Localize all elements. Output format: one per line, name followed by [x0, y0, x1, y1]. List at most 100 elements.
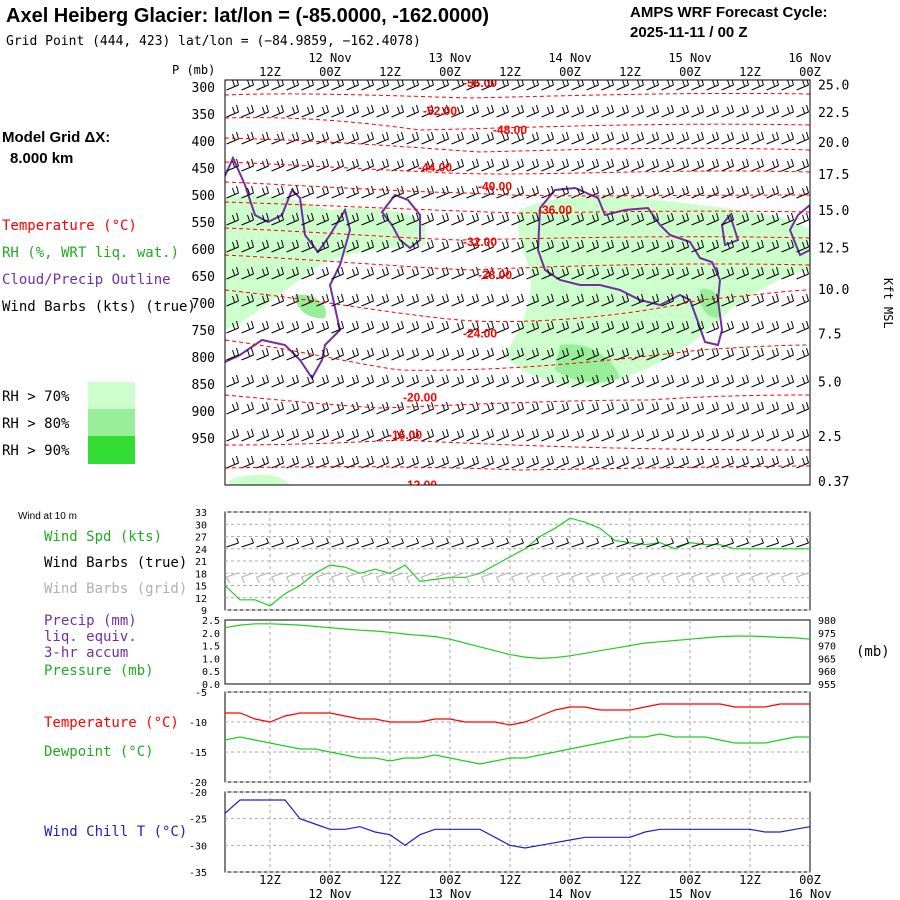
- wind-barb: [256, 239, 269, 253]
- temperature-contour-label: -28.00: [478, 268, 512, 282]
- bottom-time-tick-label: 00Z: [679, 873, 701, 887]
- wind-barb: [451, 104, 464, 118]
- surface-wind-barb: [256, 542, 269, 548]
- wind-barb: [436, 401, 449, 415]
- wind-barb: [616, 455, 629, 469]
- grid-wind-barb-feather: [256, 576, 260, 584]
- wind-barb: [646, 239, 659, 253]
- grid-wind-barb: [226, 572, 239, 578]
- wind-barb: [751, 293, 764, 307]
- wind-barb: [736, 131, 749, 145]
- temperature-contour: [225, 465, 810, 471]
- wind-barb: [301, 239, 314, 253]
- grid-wind-barb: [706, 572, 719, 578]
- pressure-tick-label: 980: [818, 616, 836, 627]
- precip-label: Precip (mm): [44, 613, 137, 629]
- wind-barb: [511, 212, 524, 226]
- wind-barb: [586, 158, 599, 172]
- wind-barb: [586, 212, 599, 226]
- wind-barb: [316, 374, 329, 388]
- grid-wind-barb: [496, 572, 509, 578]
- wind-barb: [376, 428, 389, 442]
- height-tick-label: 20.0: [818, 136, 849, 151]
- surface-wind-barb: [706, 542, 719, 548]
- wind-barb: [466, 239, 479, 253]
- top-time-tick-label: 12Z: [739, 65, 761, 79]
- wind-barb: [496, 293, 509, 307]
- sounding-panel: -56.00 -52.00 -48.00 -44.00 -40.00 -36.00 -32.…: [172, 51, 895, 491]
- wind-barb: [571, 455, 584, 469]
- grid-wind-barb-feather: [571, 576, 575, 584]
- temperature-contour: [225, 289, 810, 323]
- wind-barb: [331, 185, 344, 199]
- wind-barb: [766, 455, 779, 469]
- wind-barb: [436, 293, 449, 307]
- wind-barb: [556, 104, 569, 118]
- wind-barb: [301, 401, 314, 415]
- wind-barb: [376, 293, 389, 307]
- surface-wind-barb-feather: [746, 537, 749, 544]
- wind-barb: [631, 212, 644, 226]
- wind-barb: [511, 455, 524, 469]
- wind-barb: [631, 320, 644, 334]
- wind-barb: [496, 428, 509, 442]
- wind-barb: [661, 455, 674, 469]
- surface-wind-barb: [661, 542, 674, 548]
- wind-barb: [481, 428, 494, 442]
- surface-wind-barb-feather: [311, 537, 314, 544]
- wind-barb: [511, 401, 524, 415]
- wind-barb: [526, 158, 539, 172]
- wind-barb: [601, 239, 614, 253]
- wind-barb: [736, 158, 749, 172]
- height-tick-label: 17.5: [818, 168, 849, 183]
- wind-barb: [736, 185, 749, 199]
- wind-speed-line: [224, 517, 810, 607]
- wind-barb: [241, 212, 254, 226]
- wind-barb: [481, 104, 494, 118]
- temperature-contour-label: -52.00: [423, 104, 457, 118]
- forecast-cycle-label: AMPS WRF Forecast Cycle:: [630, 4, 828, 21]
- wind-barb: [271, 347, 284, 361]
- wind-barb: [691, 347, 704, 361]
- wind-barb: [406, 293, 419, 307]
- surface-wind-barb-feather: [446, 537, 449, 544]
- wind-barb: [346, 401, 359, 415]
- top-time-tick-label: 12Z: [499, 65, 521, 79]
- surface-wind-barb: [391, 542, 404, 548]
- wind-barb: [376, 320, 389, 334]
- wind-barb: [661, 374, 674, 388]
- surface-wind-barb-feather: [296, 537, 299, 544]
- cloud-outline: [720, 212, 740, 247]
- wind-barb: [376, 80, 389, 91]
- wind-barb: [451, 374, 464, 388]
- height-tick-label: 25.0: [818, 79, 849, 94]
- wind-barb: [721, 239, 734, 253]
- wind-barb: [631, 239, 644, 253]
- surface-wind-barb: [646, 542, 659, 548]
- wind-barb: [526, 374, 539, 388]
- wind-barb: [601, 266, 614, 280]
- wind-barb: [736, 374, 749, 388]
- wind-barb: [391, 266, 404, 280]
- wind-barb: [511, 131, 524, 145]
- grid-wind-barb-feather: [691, 576, 695, 584]
- wind-barb: [706, 401, 719, 415]
- wind-barb: [241, 293, 254, 307]
- grid-wind-barb-feather: [541, 576, 545, 584]
- wind-barb: [631, 455, 644, 469]
- pressure-tick-label: 300: [192, 81, 215, 96]
- wind-barb: [526, 347, 539, 361]
- height-ticks: 25.0 22.5 20.0 17.5 15.0 12.5 10.0 7.5 5.0 2.5 0.3…: [818, 79, 849, 491]
- pressure-tick-label: 450: [192, 162, 215, 177]
- wind-barb: [721, 401, 734, 415]
- wind-barb: [316, 158, 329, 172]
- wind-barb: [796, 239, 809, 253]
- wind-barb: [376, 455, 389, 469]
- wind-barb: [646, 131, 659, 145]
- grid-wind-barb-feather: [361, 576, 365, 584]
- wind-barb: [301, 374, 314, 388]
- wind-barb: [661, 401, 674, 415]
- wind-barb: [271, 185, 284, 199]
